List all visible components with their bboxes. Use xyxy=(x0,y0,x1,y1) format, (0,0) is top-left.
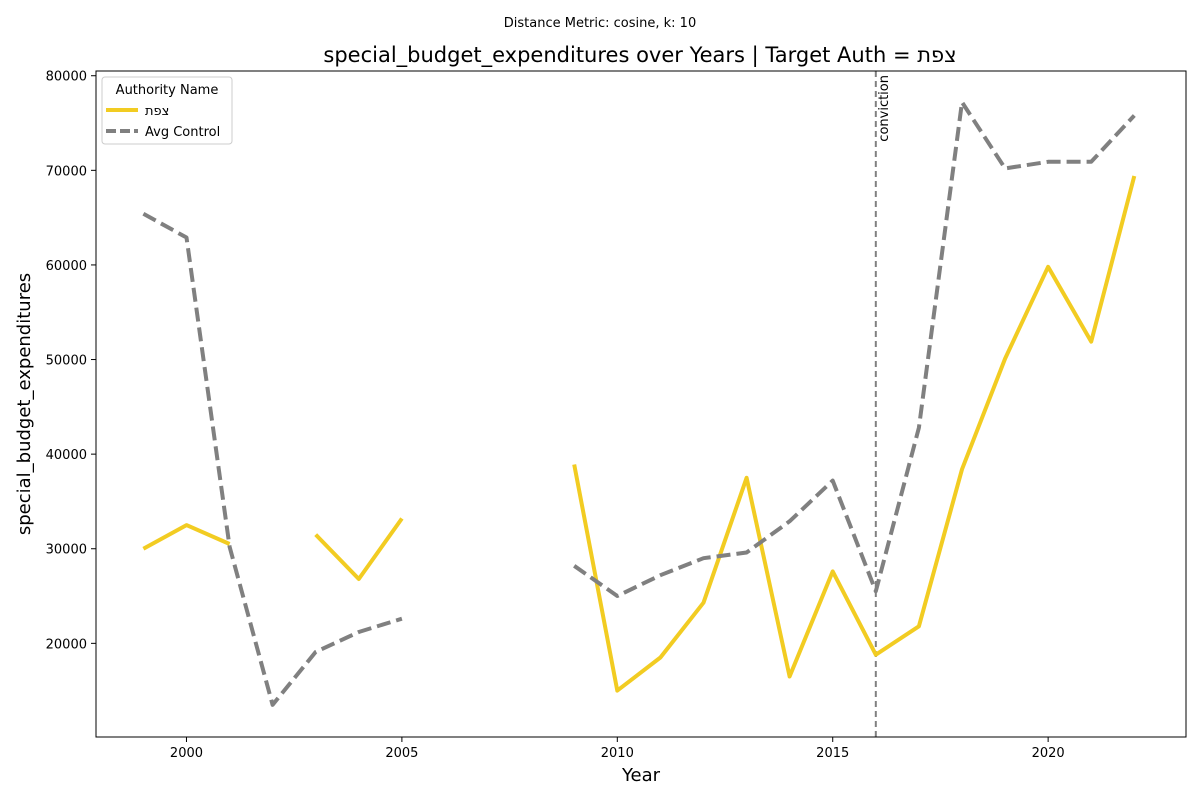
x-axis-ticks: 2000 2005 2010 2015 2020 xyxy=(170,737,1065,761)
legend-label: צפת xyxy=(145,104,169,119)
series-line-segment xyxy=(142,523,231,551)
y-tick-label: 30000 xyxy=(46,543,87,558)
legend-title: Authority Name xyxy=(116,83,219,98)
series-control xyxy=(142,100,1136,707)
series-line-segment xyxy=(573,100,1136,598)
y-axis-ticks: 20000 30000 40000 50000 60000 70000 80000 xyxy=(46,70,96,652)
x-axis-label: Year xyxy=(621,765,661,786)
y-tick-label: 40000 xyxy=(46,448,87,463)
annotation-label-conviction: conviction xyxy=(877,75,892,142)
y-tick-label: 20000 xyxy=(46,637,87,652)
chart-subtitle: Distance Metric: cosine, k: 10 xyxy=(504,16,696,31)
x-tick-label: 2005 xyxy=(385,746,418,761)
y-tick-label: 50000 xyxy=(46,354,87,369)
y-tick-label: 70000 xyxy=(46,164,87,179)
series-line-segment xyxy=(142,212,403,707)
series-target xyxy=(142,175,1137,693)
x-tick-label: 2020 xyxy=(1032,746,1065,761)
x-tick-label: 2000 xyxy=(170,746,203,761)
chart-title: special_budget_expenditures over Years |… xyxy=(323,43,956,68)
series-line-segment xyxy=(572,175,1137,693)
x-tick-label: 2010 xyxy=(601,746,634,761)
plot-area: conviction xyxy=(95,70,1187,738)
legend-label: Avg Control xyxy=(145,125,220,140)
legend: Authority Name צפת Avg Control xyxy=(101,76,233,145)
series-line-segment xyxy=(314,517,404,581)
y-tick-label: 80000 xyxy=(46,70,87,85)
y-tick-label: 60000 xyxy=(46,259,87,274)
plot-frame xyxy=(95,70,1187,738)
y-axis-label: special_budget_expenditures xyxy=(14,273,35,535)
x-tick-label: 2015 xyxy=(816,746,849,761)
legend-box xyxy=(101,76,233,145)
